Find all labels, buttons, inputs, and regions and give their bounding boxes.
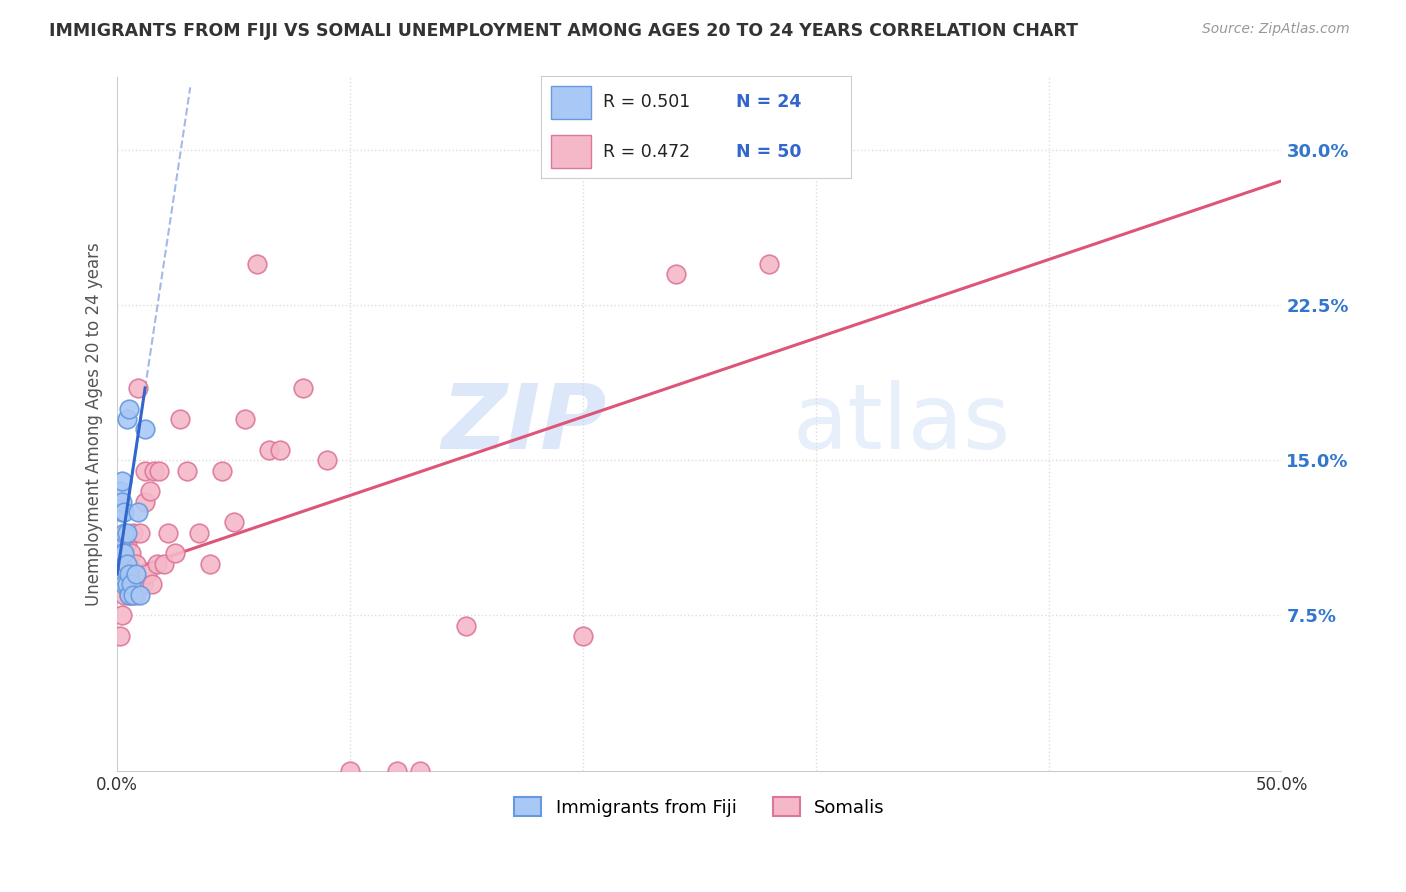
Point: [385, 764, 408, 778]
Point: [187, 525, 209, 540]
Point: [127, 381, 149, 395]
Point: [115, 577, 138, 591]
Point: [257, 442, 280, 457]
Point: [120, 546, 142, 560]
Point: [157, 525, 180, 540]
Point: [111, 546, 134, 560]
Point: [129, 525, 152, 540]
Point: [165, 546, 187, 560]
Point: [758, 257, 780, 271]
Point: [118, 557, 141, 571]
Y-axis label: Unemployment Among Ages 20 to 24 years: Unemployment Among Ages 20 to 24 years: [86, 243, 103, 606]
Point: [115, 557, 138, 571]
Point: [108, 567, 131, 582]
Point: [112, 505, 135, 519]
Point: [134, 464, 156, 478]
Point: [118, 588, 141, 602]
Point: [132, 577, 155, 591]
Point: [269, 442, 291, 457]
Point: [122, 525, 145, 540]
Point: [111, 474, 134, 488]
Point: [115, 412, 138, 426]
Point: [125, 588, 148, 602]
Text: R = 0.501: R = 0.501: [603, 94, 690, 112]
Point: [115, 536, 138, 550]
Text: IMMIGRANTS FROM FIJI VS SOMALI UNEMPLOYMENT AMONG AGES 20 TO 24 YEARS CORRELATIO: IMMIGRANTS FROM FIJI VS SOMALI UNEMPLOYM…: [49, 22, 1078, 40]
Text: R = 0.472: R = 0.472: [603, 143, 690, 161]
Point: [108, 629, 131, 643]
Point: [572, 629, 595, 643]
Point: [139, 484, 162, 499]
Text: ZIP: ZIP: [441, 380, 606, 468]
Point: [127, 577, 149, 591]
Point: [111, 494, 134, 508]
Text: N = 24: N = 24: [737, 94, 801, 112]
Point: [456, 619, 478, 633]
Point: [176, 464, 198, 478]
Point: [315, 453, 337, 467]
Point: [122, 567, 145, 582]
Point: [108, 484, 131, 499]
Point: [120, 588, 142, 602]
Point: [111, 577, 134, 591]
Point: [118, 567, 141, 582]
Bar: [551, 136, 591, 168]
Point: [108, 536, 131, 550]
Point: [409, 764, 432, 778]
Point: [112, 525, 135, 540]
Point: [125, 567, 148, 582]
Point: [134, 422, 156, 436]
Point: [169, 412, 191, 426]
Point: [112, 546, 135, 560]
Point: [129, 588, 152, 602]
Point: [211, 464, 233, 478]
Point: [115, 577, 138, 591]
Point: [665, 267, 688, 281]
Point: [112, 588, 135, 602]
Legend: Immigrants from Fiji, Somalis: Immigrants from Fiji, Somalis: [506, 790, 891, 824]
Point: [222, 516, 245, 530]
Point: [148, 464, 170, 478]
Point: [111, 505, 134, 519]
Point: [200, 557, 222, 571]
Point: [118, 401, 141, 416]
Point: [339, 764, 361, 778]
Point: [146, 557, 169, 571]
Text: N = 50: N = 50: [737, 143, 801, 161]
Point: [127, 505, 149, 519]
Text: Source: ZipAtlas.com: Source: ZipAtlas.com: [1202, 22, 1350, 37]
Point: [122, 588, 145, 602]
Point: [134, 494, 156, 508]
Point: [136, 567, 159, 582]
Point: [112, 557, 135, 571]
Point: [246, 257, 269, 271]
Text: atlas: atlas: [793, 380, 1011, 468]
Point: [292, 381, 315, 395]
Point: [233, 412, 256, 426]
Point: [125, 557, 148, 571]
Bar: [551, 87, 591, 119]
Point: [129, 577, 152, 591]
Point: [120, 577, 142, 591]
Point: [143, 464, 166, 478]
Point: [111, 608, 134, 623]
Point: [115, 525, 138, 540]
Point: [118, 588, 141, 602]
Point: [152, 557, 174, 571]
Point: [108, 577, 131, 591]
Point: [111, 557, 134, 571]
Point: [112, 577, 135, 591]
Point: [141, 577, 163, 591]
